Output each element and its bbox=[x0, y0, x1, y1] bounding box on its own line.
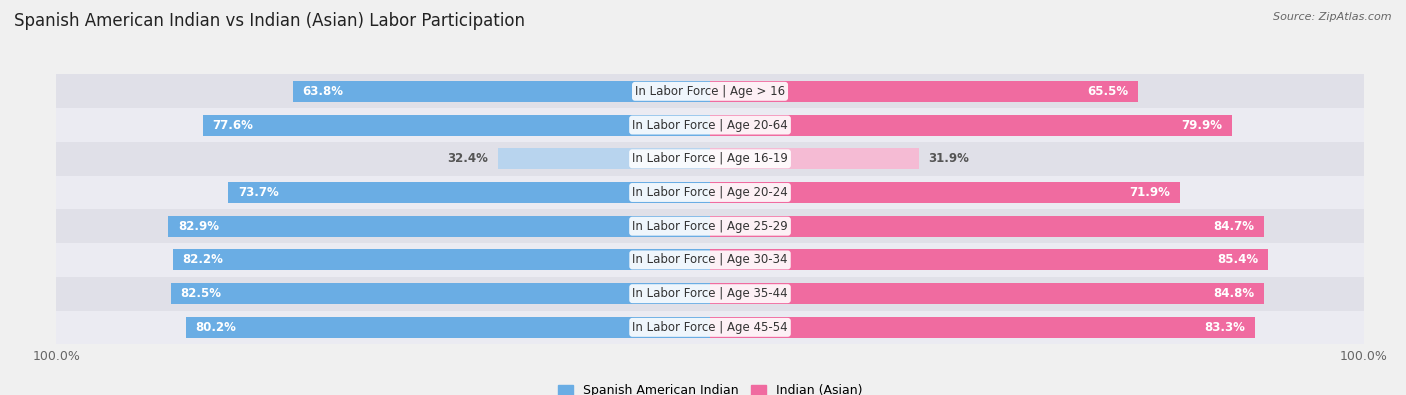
Text: In Labor Force | Age 45-54: In Labor Force | Age 45-54 bbox=[633, 321, 787, 334]
Bar bbox=[56, 142, 1364, 176]
Bar bbox=[710, 115, 1233, 135]
Text: 80.2%: 80.2% bbox=[195, 321, 236, 334]
Text: 82.9%: 82.9% bbox=[177, 220, 219, 233]
Text: In Labor Force | Age 20-24: In Labor Force | Age 20-24 bbox=[633, 186, 787, 199]
Bar bbox=[710, 148, 918, 169]
Bar bbox=[170, 283, 710, 304]
Bar bbox=[202, 115, 710, 135]
Text: 82.2%: 82.2% bbox=[183, 254, 224, 267]
Bar bbox=[710, 81, 1139, 102]
Bar bbox=[710, 250, 1268, 271]
Text: Spanish American Indian vs Indian (Asian) Labor Participation: Spanish American Indian vs Indian (Asian… bbox=[14, 12, 524, 30]
Text: 79.9%: 79.9% bbox=[1181, 118, 1223, 132]
Bar bbox=[173, 250, 710, 271]
Text: In Labor Force | Age 16-19: In Labor Force | Age 16-19 bbox=[633, 152, 787, 165]
Bar bbox=[56, 310, 1364, 344]
Bar bbox=[186, 317, 710, 338]
Text: Source: ZipAtlas.com: Source: ZipAtlas.com bbox=[1274, 12, 1392, 22]
Bar bbox=[56, 277, 1364, 310]
Text: 63.8%: 63.8% bbox=[302, 85, 343, 98]
Text: 73.7%: 73.7% bbox=[238, 186, 278, 199]
Bar bbox=[228, 182, 710, 203]
Text: 31.9%: 31.9% bbox=[928, 152, 969, 165]
Legend: Spanish American Indian, Indian (Asian): Spanish American Indian, Indian (Asian) bbox=[553, 379, 868, 395]
Bar bbox=[710, 216, 1264, 237]
Text: 83.3%: 83.3% bbox=[1204, 321, 1244, 334]
Bar bbox=[169, 216, 710, 237]
Text: 77.6%: 77.6% bbox=[212, 118, 253, 132]
Bar bbox=[56, 209, 1364, 243]
Bar bbox=[292, 81, 710, 102]
Text: In Labor Force | Age 20-64: In Labor Force | Age 20-64 bbox=[633, 118, 787, 132]
Bar bbox=[56, 243, 1364, 277]
Text: In Labor Force | Age 35-44: In Labor Force | Age 35-44 bbox=[633, 287, 787, 300]
Text: In Labor Force | Age > 16: In Labor Force | Age > 16 bbox=[636, 85, 785, 98]
Text: 85.4%: 85.4% bbox=[1218, 254, 1258, 267]
Text: 65.5%: 65.5% bbox=[1087, 85, 1129, 98]
Bar bbox=[56, 75, 1364, 108]
Bar bbox=[498, 148, 710, 169]
Text: 82.5%: 82.5% bbox=[180, 287, 222, 300]
Text: 71.9%: 71.9% bbox=[1129, 186, 1170, 199]
Bar bbox=[710, 283, 1264, 304]
Bar bbox=[710, 182, 1180, 203]
Text: 84.7%: 84.7% bbox=[1213, 220, 1254, 233]
Bar bbox=[56, 176, 1364, 209]
Bar bbox=[710, 317, 1254, 338]
Text: In Labor Force | Age 25-29: In Labor Force | Age 25-29 bbox=[633, 220, 787, 233]
Bar bbox=[56, 108, 1364, 142]
Text: 84.8%: 84.8% bbox=[1213, 287, 1254, 300]
Text: 32.4%: 32.4% bbox=[447, 152, 488, 165]
Text: In Labor Force | Age 30-34: In Labor Force | Age 30-34 bbox=[633, 254, 787, 267]
